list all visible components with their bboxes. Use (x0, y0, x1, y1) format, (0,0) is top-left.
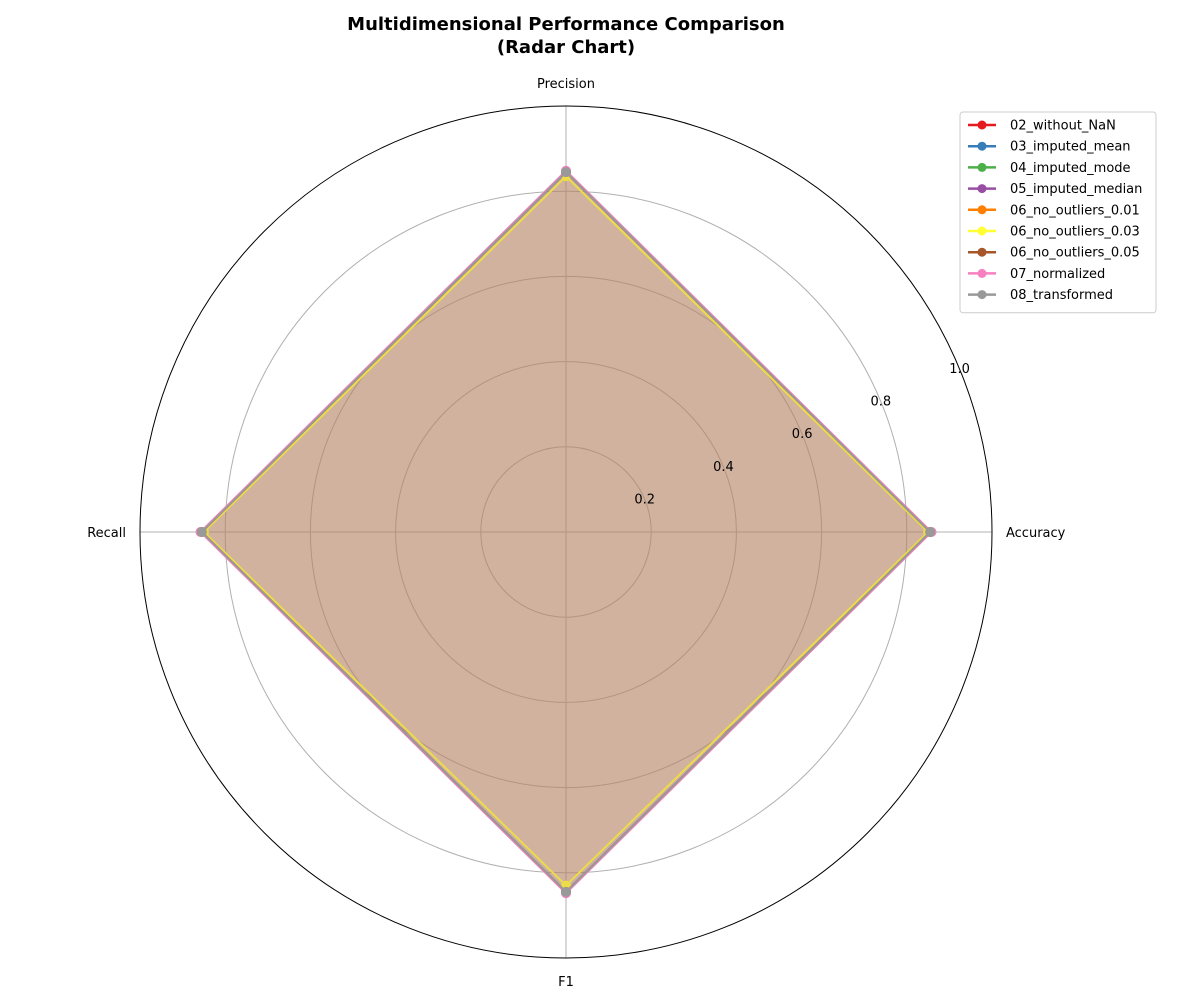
legend-label: 08_transformed (1010, 288, 1113, 303)
chart-legend: 02_without_NaN 03_imputed_mean 04_imputed_… (959, 111, 1157, 314)
legend-item: 04_imputed_mode (968, 161, 1131, 176)
legend-marker (977, 120, 987, 130)
series-point (561, 167, 571, 178)
legend-marker (977, 290, 987, 300)
series-point (925, 527, 936, 537)
axis-label-recall: Recall (87, 526, 126, 541)
radar-grid (139, 105, 993, 959)
chart-subtitle: (Radar Chart) (497, 37, 635, 58)
legend-label: 06_no_outliers_0.03 (1010, 225, 1140, 240)
legend-marker (977, 205, 987, 215)
radar-tick-labels: 0.2 0.4 0.6 0.8 1.0 (634, 362, 970, 507)
tick-label: 0.2 (634, 492, 655, 507)
legend-label: 07_normalized (1010, 267, 1105, 282)
legend-label: 04_imputed_mode (1010, 161, 1131, 176)
series-08_transformed (196, 167, 936, 897)
legend-item: 08_transformed (968, 288, 1113, 303)
legend-label: 05_imputed_median (1010, 182, 1142, 197)
tick-label: 0.4 (713, 460, 734, 475)
legend-item: 03_imputed_mean (968, 140, 1131, 155)
legend-item: 06_no_outliers_0.03 (968, 225, 1140, 240)
chart-title-group: Multidimensional Performance Comparison … (347, 14, 785, 58)
legend-label: 06_no_outliers_0.01 (1010, 203, 1140, 218)
legend-item: 02_without_NaN (968, 119, 1116, 134)
chart-title: Multidimensional Performance Comparison (347, 14, 785, 35)
legend-marker (977, 141, 987, 151)
legend-marker (977, 162, 987, 172)
radar-axis-labels: Accuracy Precision Recall F1 (87, 77, 1065, 990)
legend-item: 07_normalized (968, 267, 1105, 282)
legend-label: 03_imputed_mean (1010, 140, 1131, 155)
axis-label-f1: F1 (558, 975, 574, 990)
legend-label: 02_without_NaN (1010, 119, 1116, 134)
legend-item: 05_imputed_median (968, 182, 1142, 197)
legend-marker (977, 247, 987, 257)
outer-frame (139, 105, 993, 959)
series-point (196, 527, 207, 537)
legend-marker (977, 226, 987, 236)
series-area (201, 172, 931, 892)
tick-label: 1.0 (949, 362, 970, 377)
tick-label: 0.6 (792, 427, 813, 442)
legend-frame (959, 111, 1157, 314)
tick-label: 0.8 (871, 395, 892, 410)
legend-marker (977, 268, 987, 278)
axis-label-accuracy: Accuracy (1006, 526, 1066, 541)
legend-label: 06_no_outliers_0.05 (1010, 246, 1140, 261)
legend-marker (977, 184, 987, 194)
legend-item: 06_no_outliers_0.05 (968, 246, 1140, 261)
series-point (561, 886, 571, 897)
axis-label-precision: Precision (537, 77, 595, 92)
legend-item: 06_no_outliers_0.01 (968, 203, 1140, 218)
radar-series (195, 165, 937, 899)
